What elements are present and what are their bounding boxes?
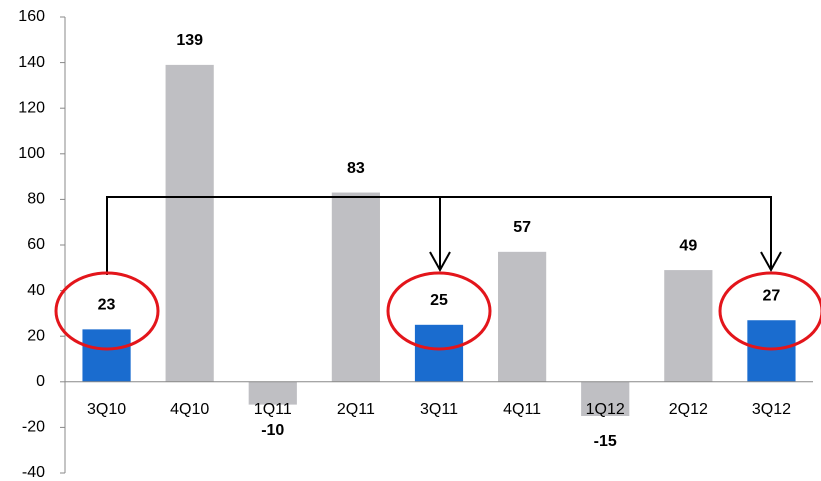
value-label: 23 [98,297,116,314]
y-tick-label: 60 [27,236,45,253]
value-label: 57 [513,219,531,236]
bar [248,381,297,405]
value-label: -15 [594,433,617,450]
value-label: 27 [763,287,781,304]
y-tick-label: 80 [27,191,45,208]
highlight-circle [386,271,492,351]
x-tick-label: 4Q10 [170,401,209,418]
y-tick-label: 0 [36,373,45,390]
highlight-circle [54,271,160,351]
y-tick-label: 100 [18,145,45,162]
x-tick-label: 3Q12 [752,401,791,418]
x-tick-label: 1Q12 [586,401,625,418]
x-tick-label: 4Q11 [503,401,541,418]
x-tick-label: 1Q11 [254,401,292,418]
y-tick-label: 120 [18,99,45,116]
y-tick-label: 160 [18,8,45,25]
value-label: -10 [261,422,284,439]
marks: -40 -20 0 20 40 60 80 100 120 140 160 3Q10 23 4Q10 139… [18,8,813,481]
bar [498,251,547,382]
y-tick-label: 40 [27,282,45,299]
bar [331,192,380,382]
value-label: 49 [679,237,697,254]
x-tick-label: 2Q12 [669,401,708,418]
bar [747,320,796,382]
x-tick-label: 2Q11 [337,401,375,418]
x-tick-label: 3Q11 [420,401,458,418]
y-tick-label: 140 [18,54,45,71]
bar [581,381,630,416]
y-tick-label: -40 [22,464,45,481]
highlight-circle [718,271,821,351]
arrow-head [429,251,451,273]
value-label: 83 [347,160,365,177]
bar [82,329,131,382]
bar [664,270,713,382]
x-tick-label: 3Q10 [87,401,126,418]
bar [414,324,464,382]
value-label: 139 [176,32,203,49]
y-tick-label: -20 [22,419,45,436]
annotations [54,196,821,351]
y-tick-label: 20 [27,327,45,344]
bar [165,64,214,382]
value-label: 25 [430,292,448,309]
arrow-head [760,251,782,273]
